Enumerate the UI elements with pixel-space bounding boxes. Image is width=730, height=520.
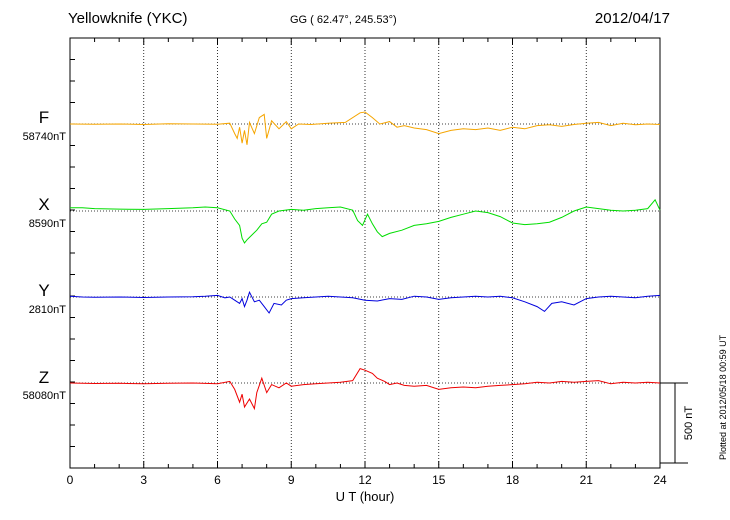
- coordinates-label: GG ( 62.47°, 245.53°): [290, 14, 397, 26]
- x-axis-label: U T (hour): [336, 489, 395, 504]
- series-label-y: Y: [38, 281, 50, 300]
- scale-bar-label: 500 nT: [683, 406, 695, 441]
- series-label-z: Z: [38, 368, 50, 387]
- x-tick-label: 3: [140, 473, 147, 487]
- plot-frame: [69, 37, 661, 469]
- baseline-label-x: 8590nT: [28, 218, 66, 230]
- baseline-label-f: 58740nT: [22, 131, 66, 143]
- x-tick-label: 18: [506, 473, 520, 487]
- x-tick-label: 24: [653, 473, 667, 487]
- station-title: Yellowknife (YKC): [68, 10, 188, 27]
- series-line-f: [69, 111, 661, 145]
- baseline-label-y: 2810nT: [28, 304, 66, 316]
- baseline-label-z: 58080nT: [22, 390, 66, 402]
- x-tick-label: 0: [67, 473, 74, 487]
- x-tick-label: 9: [288, 473, 295, 487]
- x-tick-label: 15: [432, 473, 446, 487]
- series-label-f: F: [38, 108, 50, 127]
- x-tick-label: 12: [358, 473, 372, 487]
- series-line-z: [69, 368, 661, 411]
- x-tick-label: 6: [214, 473, 221, 487]
- series-line-x: [70, 198, 661, 244]
- series-line-y: [69, 290, 661, 314]
- series-label-x: X: [38, 195, 50, 214]
- x-tick-label: 21: [580, 473, 594, 487]
- date-label: 2012/04/17: [594, 10, 670, 27]
